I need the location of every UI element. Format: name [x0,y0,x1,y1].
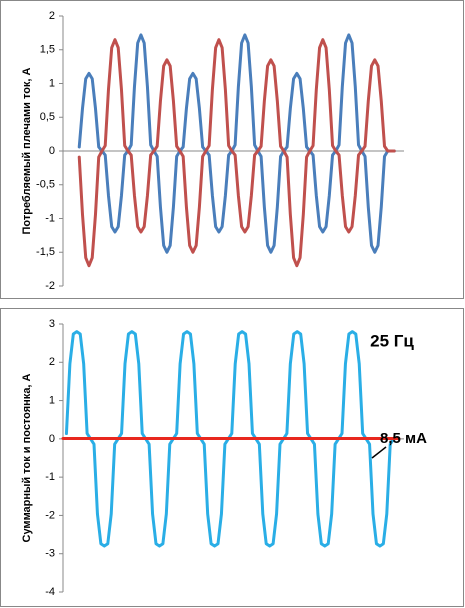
annotation: 25 Гц [370,331,414,350]
annotation: 8,5 мА [380,430,427,447]
y-tick-label: 1,5 [40,44,55,56]
y-tick-label: 1 [49,394,55,406]
y-tick-label: -2 [45,509,55,521]
series-line [77,38,396,268]
y-tick-label: 2 [49,10,55,22]
series-line [77,33,396,254]
y-tick-label: 1 [49,77,55,89]
chart-frame [0,308,464,607]
y-tick-label: 2 [49,356,55,368]
y-tick-label: -1 [45,471,55,483]
annotation-arrow [371,446,387,459]
y-tick-label: -1,5 [36,246,55,258]
y-axis-label: Потребляемый плечами ток, А [21,67,33,234]
y-tick-label: 3 [49,318,55,330]
y-tick-label: 0 [49,145,55,157]
y-tick-label: -4 [45,586,55,598]
y-tick-label: -0,5 [36,179,55,191]
y-tick-label: 0,5 [40,111,55,123]
y-tick-label: -1 [45,212,55,224]
y-tick-label: -3 [45,548,55,560]
y-axis-label: Суммарный ток и постоянка, А [21,373,33,542]
y-tick-label: 0 [49,433,55,445]
y-tick-label: -2 [45,280,55,292]
